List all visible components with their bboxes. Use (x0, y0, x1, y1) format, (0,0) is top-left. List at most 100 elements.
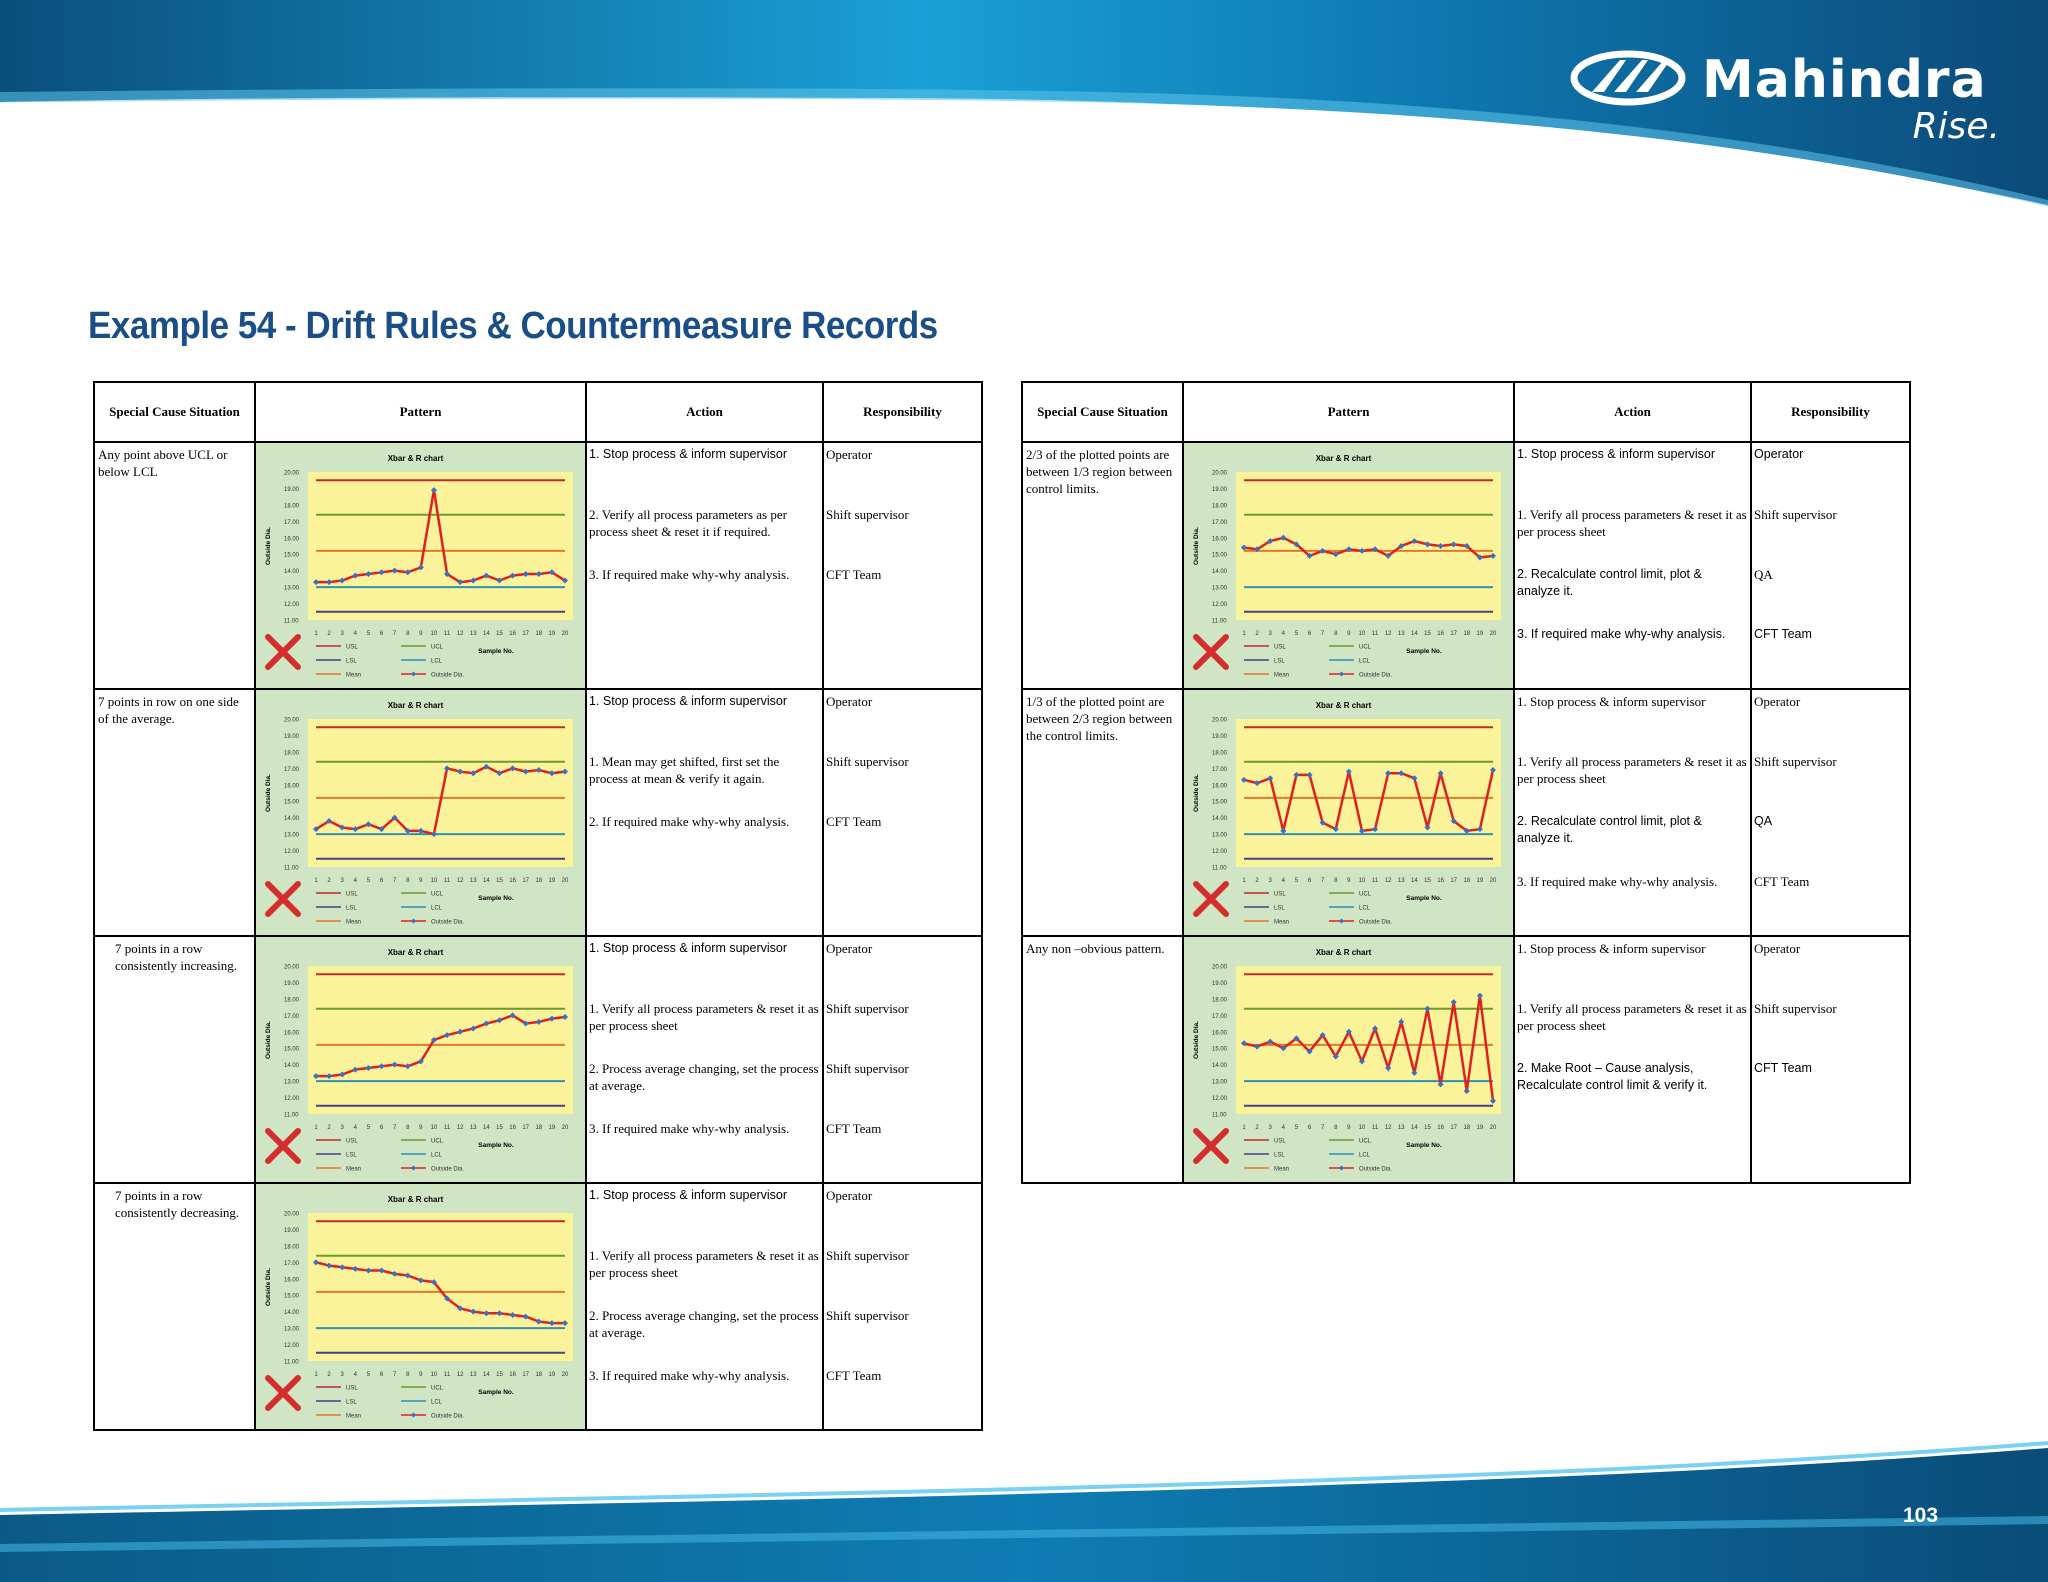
y-tick-label: 11.00 (1212, 1113, 1227, 1119)
data-point (1280, 534, 1287, 541)
x-tick-label: 13 (470, 1372, 477, 1378)
data-point (378, 1267, 385, 1274)
data-point (1345, 1028, 1352, 1035)
data-point (562, 1013, 568, 1020)
x-tick-label: 1 (1242, 878, 1246, 884)
legend-label: LSL (346, 906, 357, 912)
data-point (535, 1318, 542, 1325)
data-point (1476, 826, 1483, 833)
x-tick-label: 9 (1347, 631, 1351, 637)
y-tick-label: 13.00 (284, 1080, 300, 1086)
legend-label: UCL (1359, 1139, 1372, 1145)
data-point (548, 1320, 555, 1327)
y-tick-label: 19.00 (284, 487, 300, 493)
action-item: 1. Stop process & inform supervisor (1517, 941, 1706, 956)
drift-rules-table-right: Special Cause Situation Pattern Action R… (1021, 381, 1911, 1184)
data-point (562, 768, 568, 775)
y-tick-label: 16.00 (284, 783, 300, 789)
data-point (365, 1267, 372, 1274)
x-tick-label: 13 (1398, 631, 1405, 637)
x-tick-label: 17 (1450, 631, 1457, 637)
y-tick-label: 11.00 (284, 1113, 299, 1119)
legend-label: Outside Dia. (1359, 673, 1392, 679)
data-point (1424, 824, 1431, 831)
data-point (1241, 776, 1247, 783)
header-special-cause: Special Cause Situation (1021, 381, 1184, 443)
data-point (1345, 768, 1352, 775)
data-point (1450, 999, 1457, 1006)
y-tick-label: 17.00 (1212, 1014, 1228, 1020)
legend-label: Outside Dia. (431, 920, 464, 926)
pattern-cell: Xbar & R chart 20.00 19.00 18.00 17.00 16.00 1… (254, 441, 587, 690)
data-point (313, 826, 319, 833)
pattern-cell: Xbar & R chart 20.00 19.00 18.00 17.00 16.00 1… (1182, 441, 1515, 690)
data-point (1490, 552, 1496, 559)
action-cell: 1. Stop process & inform supervisor 1. Ve… (1513, 688, 1752, 937)
y-tick-label: 11.00 (1212, 619, 1227, 625)
data-point (562, 1320, 568, 1327)
legend-marker (1339, 671, 1344, 677)
y-tick-label: 12.00 (284, 849, 300, 855)
y-tick-label: 18.00 (284, 750, 300, 756)
x-tick-label: 7 (1321, 878, 1325, 884)
y-tick-label: 18.00 (284, 503, 300, 509)
legend-label: LCL (1359, 1153, 1371, 1159)
y-tick-label: 11.00 (284, 619, 299, 625)
data-point (1372, 1025, 1379, 1032)
responsibility-item: Shift supervisor (1754, 1001, 1837, 1016)
x-tick-label: 4 (1282, 878, 1286, 884)
x-tick-label: 8 (1334, 878, 1338, 884)
x-tick-label: 2 (1255, 878, 1259, 884)
x-tick-label: 20 (562, 631, 569, 637)
y-tick-label: 14.00 (284, 816, 300, 822)
y-tick-label: 15.00 (284, 553, 300, 559)
data-point (378, 1063, 385, 1070)
x-tick-label: 16 (509, 878, 516, 884)
y-tick-label: 20.00 (284, 1212, 300, 1218)
legend-label: UCL (431, 892, 444, 898)
x-tick-label: 13 (470, 878, 477, 884)
data-point (457, 768, 464, 775)
reject-x-icon (265, 881, 301, 917)
x-tick-label: 20 (1490, 631, 1497, 637)
data-point (1306, 1048, 1313, 1055)
header-pattern: Pattern (254, 381, 587, 443)
x-tick-label: 15 (496, 631, 503, 637)
data-point (1463, 827, 1470, 834)
action-item: 3. If required make why-why analysis. (589, 567, 790, 582)
y-axis-label: Outside Dia. (265, 527, 272, 565)
x-axis-label: Sample No. (1406, 1142, 1442, 1149)
x-tick-label: 5 (1295, 631, 1299, 637)
x-tick-label: 12 (457, 1125, 464, 1131)
data-point (1411, 775, 1418, 782)
responsibility-cell: Operator Shift supervisor QA CFT Team (1750, 441, 1911, 690)
page-number: 103 (1903, 1504, 1939, 1527)
y-tick-label: 12.00 (1212, 849, 1228, 855)
x-tick-label: 18 (1463, 878, 1470, 884)
x-tick-label: 11 (1372, 878, 1379, 884)
data-point (1372, 826, 1379, 833)
responsibility-item: QA (1754, 814, 1773, 828)
y-tick-label: 20.00 (284, 965, 300, 971)
data-point (1463, 543, 1470, 549)
x-tick-label: 20 (1490, 878, 1497, 884)
y-tick-label: 18.00 (284, 1244, 300, 1250)
x-tick-label: 6 (380, 1372, 384, 1378)
legend-label: Outside Dia. (431, 1167, 464, 1173)
data-point (1241, 544, 1247, 551)
action-item: 3. If required make why-why analysis. (589, 1368, 790, 1383)
x-tick-label: 17 (1450, 878, 1457, 884)
y-tick-label: 15.00 (1212, 800, 1228, 806)
reject-x-icon (1193, 1128, 1229, 1164)
responsibility-item: Shift supervisor (826, 507, 909, 522)
legend-label: LCL (1359, 659, 1371, 665)
action-cell: 1. Stop process & inform supervisor 2. Ve… (585, 441, 824, 690)
xbar-chart: Xbar & R chart 20.00 19.00 18.00 17.00 16.00 1… (1193, 701, 1501, 926)
y-tick-label: 19.00 (1212, 734, 1228, 740)
legend-marker (1339, 918, 1344, 924)
legend-label: UCL (431, 645, 444, 651)
x-tick-label: 4 (1282, 1125, 1286, 1131)
x-tick-label: 12 (457, 878, 464, 884)
chart-title: Xbar & R chart (388, 454, 444, 463)
data-point (417, 1277, 424, 1284)
